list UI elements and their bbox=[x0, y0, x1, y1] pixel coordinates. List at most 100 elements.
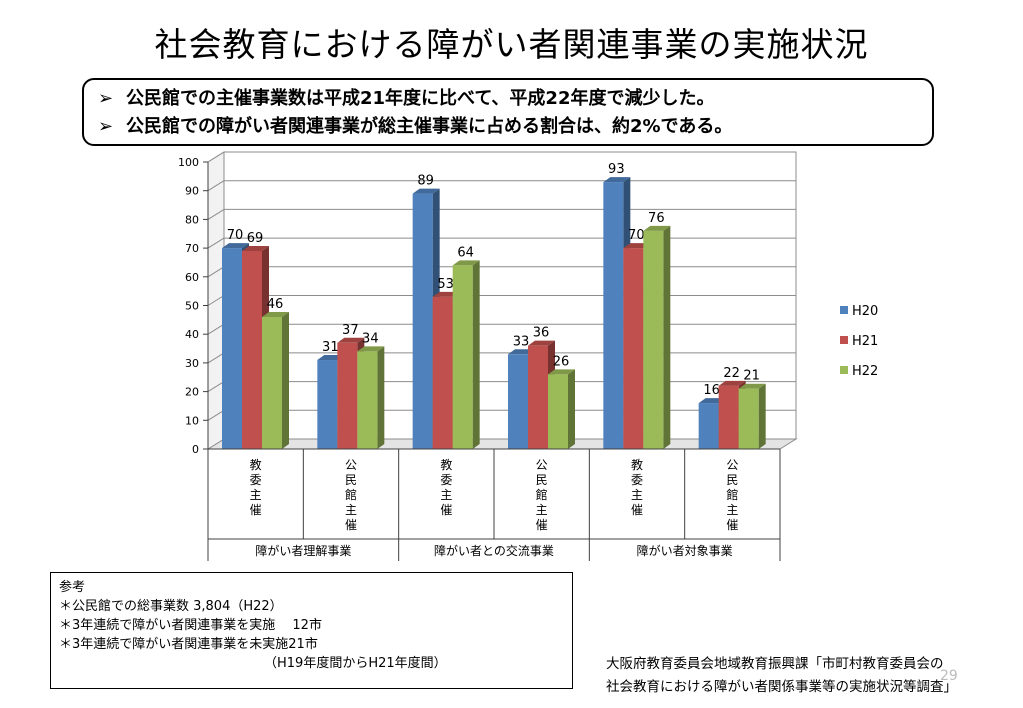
legend-swatch-H22 bbox=[840, 366, 848, 374]
y-tick-label: 40 bbox=[185, 328, 199, 341]
gridline-side bbox=[207, 381, 225, 393]
source-line: 大阪府教育委員会地域教育振興課「市町村教育委員会の bbox=[606, 656, 944, 672]
reference-line: ＊3年連続で障がい者関連事業を実施 12市 bbox=[59, 618, 322, 633]
bar-H22 bbox=[738, 388, 759, 449]
bar-H20 bbox=[412, 193, 433, 449]
bar-H21 bbox=[718, 385, 739, 449]
category-label-char: 催 bbox=[345, 518, 357, 532]
data-label-H21: 69 bbox=[247, 231, 264, 246]
reference-heading: 参考 bbox=[59, 580, 86, 595]
category-label-char: 催 bbox=[440, 503, 452, 517]
data-label-H20: 70 bbox=[227, 228, 244, 243]
bar-side-H22 bbox=[282, 311, 289, 449]
legend-swatch-H20 bbox=[840, 306, 848, 314]
category-label-char: 教 bbox=[631, 457, 643, 472]
category-label-char: 民 bbox=[726, 473, 738, 487]
category-label-char: 公 bbox=[345, 458, 357, 472]
gridline-side bbox=[207, 352, 225, 364]
data-label-H22: 64 bbox=[457, 245, 474, 260]
bar-H20 bbox=[698, 403, 719, 449]
reference-line: ＊3年連続で障がい者関連事業を未実施21市 bbox=[59, 637, 318, 652]
gridline-side bbox=[207, 237, 225, 249]
bar-H21 bbox=[432, 296, 453, 449]
category-label-char: 館 bbox=[536, 487, 548, 502]
arrow-bullet-icon: ➢ bbox=[98, 88, 114, 109]
bar-top-H21 bbox=[242, 245, 269, 251]
category-label-char: 主 bbox=[250, 488, 262, 502]
bar-H22 bbox=[262, 316, 282, 449]
category-label-char: 教 bbox=[250, 457, 262, 472]
summary-text: 公民館での主催事業数は平成21年度に比べて、平成22年度で減少した。 bbox=[126, 88, 715, 109]
summary-text: 公民館での障がい者関連事業が総主催事業に占める割合は、約2%である。 bbox=[126, 116, 733, 137]
reference-box: 参考 ＊公民館での総事業数 3,804（H22） ＊3年連続で障がい者関連事業を… bbox=[50, 572, 573, 689]
bar-top-H20 bbox=[222, 243, 249, 249]
data-label-H20: 33 bbox=[513, 334, 530, 349]
y-tick-label: 70 bbox=[185, 242, 199, 255]
bar-H22 bbox=[643, 230, 664, 449]
data-label-H21: 37 bbox=[342, 323, 359, 338]
legend-swatch-H21 bbox=[840, 336, 848, 344]
data-label-H20: 89 bbox=[417, 174, 434, 189]
category-group-label: 障がい者との交流事業 bbox=[434, 543, 554, 558]
bar-top-H22 bbox=[738, 383, 766, 389]
legend-label: H20 bbox=[852, 304, 878, 319]
category-label-char: 民 bbox=[345, 473, 357, 487]
category-label-char: 教 bbox=[440, 457, 452, 472]
category-label-char: 催 bbox=[250, 503, 262, 517]
bar-side-H22 bbox=[663, 225, 671, 449]
gridline-side bbox=[207, 295, 225, 306]
summary-box: ➢ 公民館での主催事業数は平成21年度に比べて、平成22年度で減少した。 ➢ 公民館… bbox=[82, 78, 934, 146]
source-citation: 大阪府教育委員会地域教育振興課「市町村教育委員会の 社会教育における障がい者関係… bbox=[606, 653, 1016, 699]
bar-top-H20 bbox=[603, 177, 631, 183]
data-label-H22: 21 bbox=[743, 369, 760, 384]
y-tick-label: 0 bbox=[192, 443, 199, 456]
category-label-char: 催 bbox=[631, 503, 643, 517]
category-label-char: 主 bbox=[536, 503, 548, 517]
page-number: 29 bbox=[940, 668, 958, 684]
bar-top-H22 bbox=[262, 311, 289, 317]
data-label-H22: 76 bbox=[648, 211, 665, 226]
gridline-side bbox=[207, 323, 225, 335]
bar-H21 bbox=[528, 345, 548, 449]
category-label-char: 館 bbox=[345, 487, 357, 502]
category-label-char: 委 bbox=[631, 473, 643, 487]
gridline-side bbox=[207, 266, 225, 278]
bar-H21 bbox=[242, 250, 262, 449]
bar-top-H20 bbox=[412, 188, 440, 194]
bar-side-H22 bbox=[758, 383, 766, 449]
y-tick-label: 30 bbox=[185, 357, 199, 370]
y-tick-label: 100 bbox=[178, 156, 199, 169]
data-label-H20: 16 bbox=[703, 383, 720, 398]
bar-chart: 0 10 20 30 40 50 60 70 80 90 100 70 31 89 33 93 16 69 37 53… bbox=[178, 151, 878, 561]
bar-top-H21 bbox=[337, 337, 365, 343]
bar-top-H22 bbox=[548, 369, 575, 375]
page-title: 社会教育における障がい者関連事業の実施状況 bbox=[154, 25, 869, 64]
bar-top-H22 bbox=[643, 225, 671, 231]
category-group-label: 障がい者対象事業 bbox=[637, 543, 733, 558]
legend-label: H22 bbox=[852, 364, 878, 379]
data-label-H22: 26 bbox=[553, 354, 570, 369]
arrow-bullet-icon: ➢ bbox=[98, 116, 114, 137]
legend-label: H21 bbox=[852, 334, 878, 349]
category-label-char: 館 bbox=[726, 487, 738, 502]
bar-top-H21 bbox=[528, 340, 555, 346]
data-label-H21: 36 bbox=[533, 326, 550, 341]
category-label-char: 催 bbox=[726, 518, 738, 532]
y-tick-label: 90 bbox=[185, 185, 199, 198]
bar-top-H22 bbox=[357, 346, 385, 352]
data-label-H20: 93 bbox=[608, 162, 625, 177]
bar-top-H21 bbox=[718, 380, 746, 386]
bar-H20 bbox=[222, 248, 242, 449]
bar-side-H22 bbox=[472, 260, 480, 449]
bar-side-H22 bbox=[568, 369, 575, 449]
y-tick-label: 50 bbox=[185, 300, 199, 313]
category-label-char: 民 bbox=[536, 473, 548, 487]
category-label-char: 催 bbox=[536, 518, 548, 532]
reference-line: ＊公民館での総事業数 3,804（H22） bbox=[59, 599, 283, 614]
category-label-char: 主 bbox=[631, 488, 643, 502]
gridline-side bbox=[207, 180, 225, 192]
data-label-H20: 31 bbox=[322, 340, 339, 355]
bar-H22 bbox=[452, 265, 473, 449]
source-line: 社会教育における障がい者関係事業等の実施状況等調査」 bbox=[606, 679, 957, 695]
bar-H20 bbox=[317, 360, 338, 449]
